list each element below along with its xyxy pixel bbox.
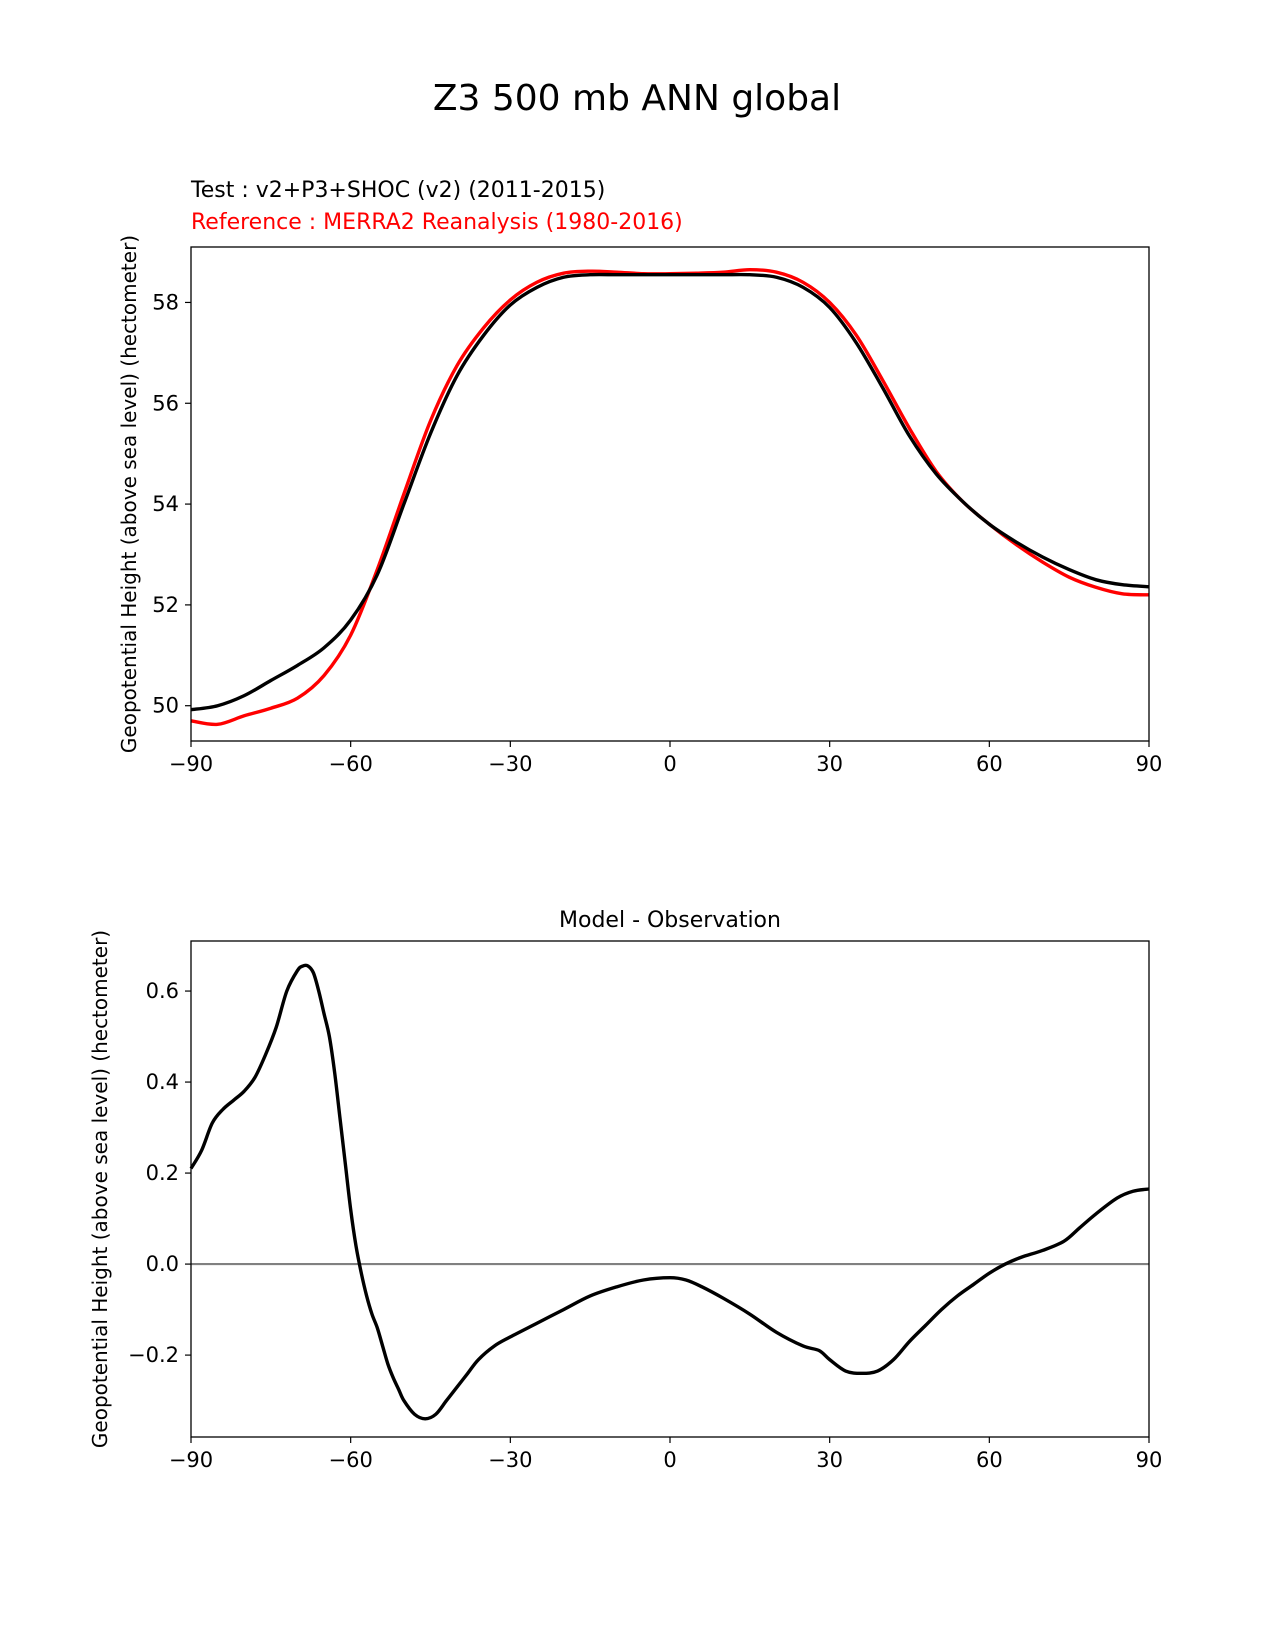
top-y-tick-label: 56 <box>152 391 179 415</box>
top-x-tick-label: −30 <box>488 752 532 776</box>
reference-label: Reference : MERRA2 Reanalysis (1980-2016… <box>191 210 683 235</box>
top-y-tick-label: 58 <box>152 290 179 314</box>
top-y-tick-label: 52 <box>152 593 179 617</box>
top-x-tick-label: 90 <box>1136 752 1163 776</box>
bottom-series-model-observation <box>189 963 1150 1421</box>
bottom-y-axis-label: Geopotential Height (above sea level) (h… <box>88 930 112 1448</box>
bottom-y-tick-label: −0.2 <box>128 1343 179 1367</box>
bottom-plot-frame <box>190 940 1150 1438</box>
bottom-y-tick-label: 0.2 <box>146 1161 179 1185</box>
bottom-y-axis: −0.2 0.0 0.2 0.4 0.6 <box>128 979 191 1367</box>
top-x-tick-label: −90 <box>169 752 213 776</box>
panel-bottom: Model - Observation −90 −60 −30 0 30 60 90 −0.… <box>88 908 1162 1472</box>
top-y-axis: 50 52 54 56 58 <box>152 290 191 718</box>
top-series-reference <box>190 267 1150 727</box>
bottom-y-tick-label: 0.6 <box>146 979 179 1003</box>
bottom-x-tick-label: 90 <box>1136 1448 1163 1472</box>
top-x-tick-label: −60 <box>329 752 373 776</box>
top-series-test <box>190 272 1150 712</box>
top-y-axis-label: Geopotential Height (above sea level) (h… <box>117 235 141 753</box>
figure-title: Z3 500 mb ANN global <box>433 78 841 119</box>
test-label: Test : v2+P3+SHOC (v2) (2011-2015) <box>190 178 605 203</box>
panel-top: Test : v2+P3+SHOC (v2) (2011-2015) Refer… <box>117 178 1162 776</box>
bottom-x-tick-label: −60 <box>329 1448 373 1472</box>
bottom-series-group <box>189 963 1150 1421</box>
top-x-axis: −90 −60 −30 0 30 60 90 <box>169 741 1163 776</box>
bottom-x-tick-label: 0 <box>663 1448 676 1472</box>
top-x-tick-label: 60 <box>976 752 1003 776</box>
top-x-tick-label: 30 <box>816 752 843 776</box>
top-y-tick-label: 50 <box>152 694 179 718</box>
bottom-y-tick-label: 0.0 <box>146 1252 179 1276</box>
bottom-chart-title: Model - Observation <box>559 908 781 933</box>
bottom-x-tick-label: −90 <box>169 1448 213 1472</box>
bottom-x-tick-label: −30 <box>488 1448 532 1472</box>
top-x-tick-label: 0 <box>663 752 676 776</box>
top-plot-frame <box>190 246 1150 742</box>
bottom-x-axis: −90 −60 −30 0 30 60 90 <box>169 1437 1163 1472</box>
bottom-x-tick-label: 60 <box>976 1448 1003 1472</box>
top-series-group <box>190 267 1150 727</box>
bottom-x-tick-label: 30 <box>816 1448 843 1472</box>
top-y-tick-label: 54 <box>152 492 179 516</box>
bottom-y-tick-label: 0.4 <box>146 1070 179 1094</box>
